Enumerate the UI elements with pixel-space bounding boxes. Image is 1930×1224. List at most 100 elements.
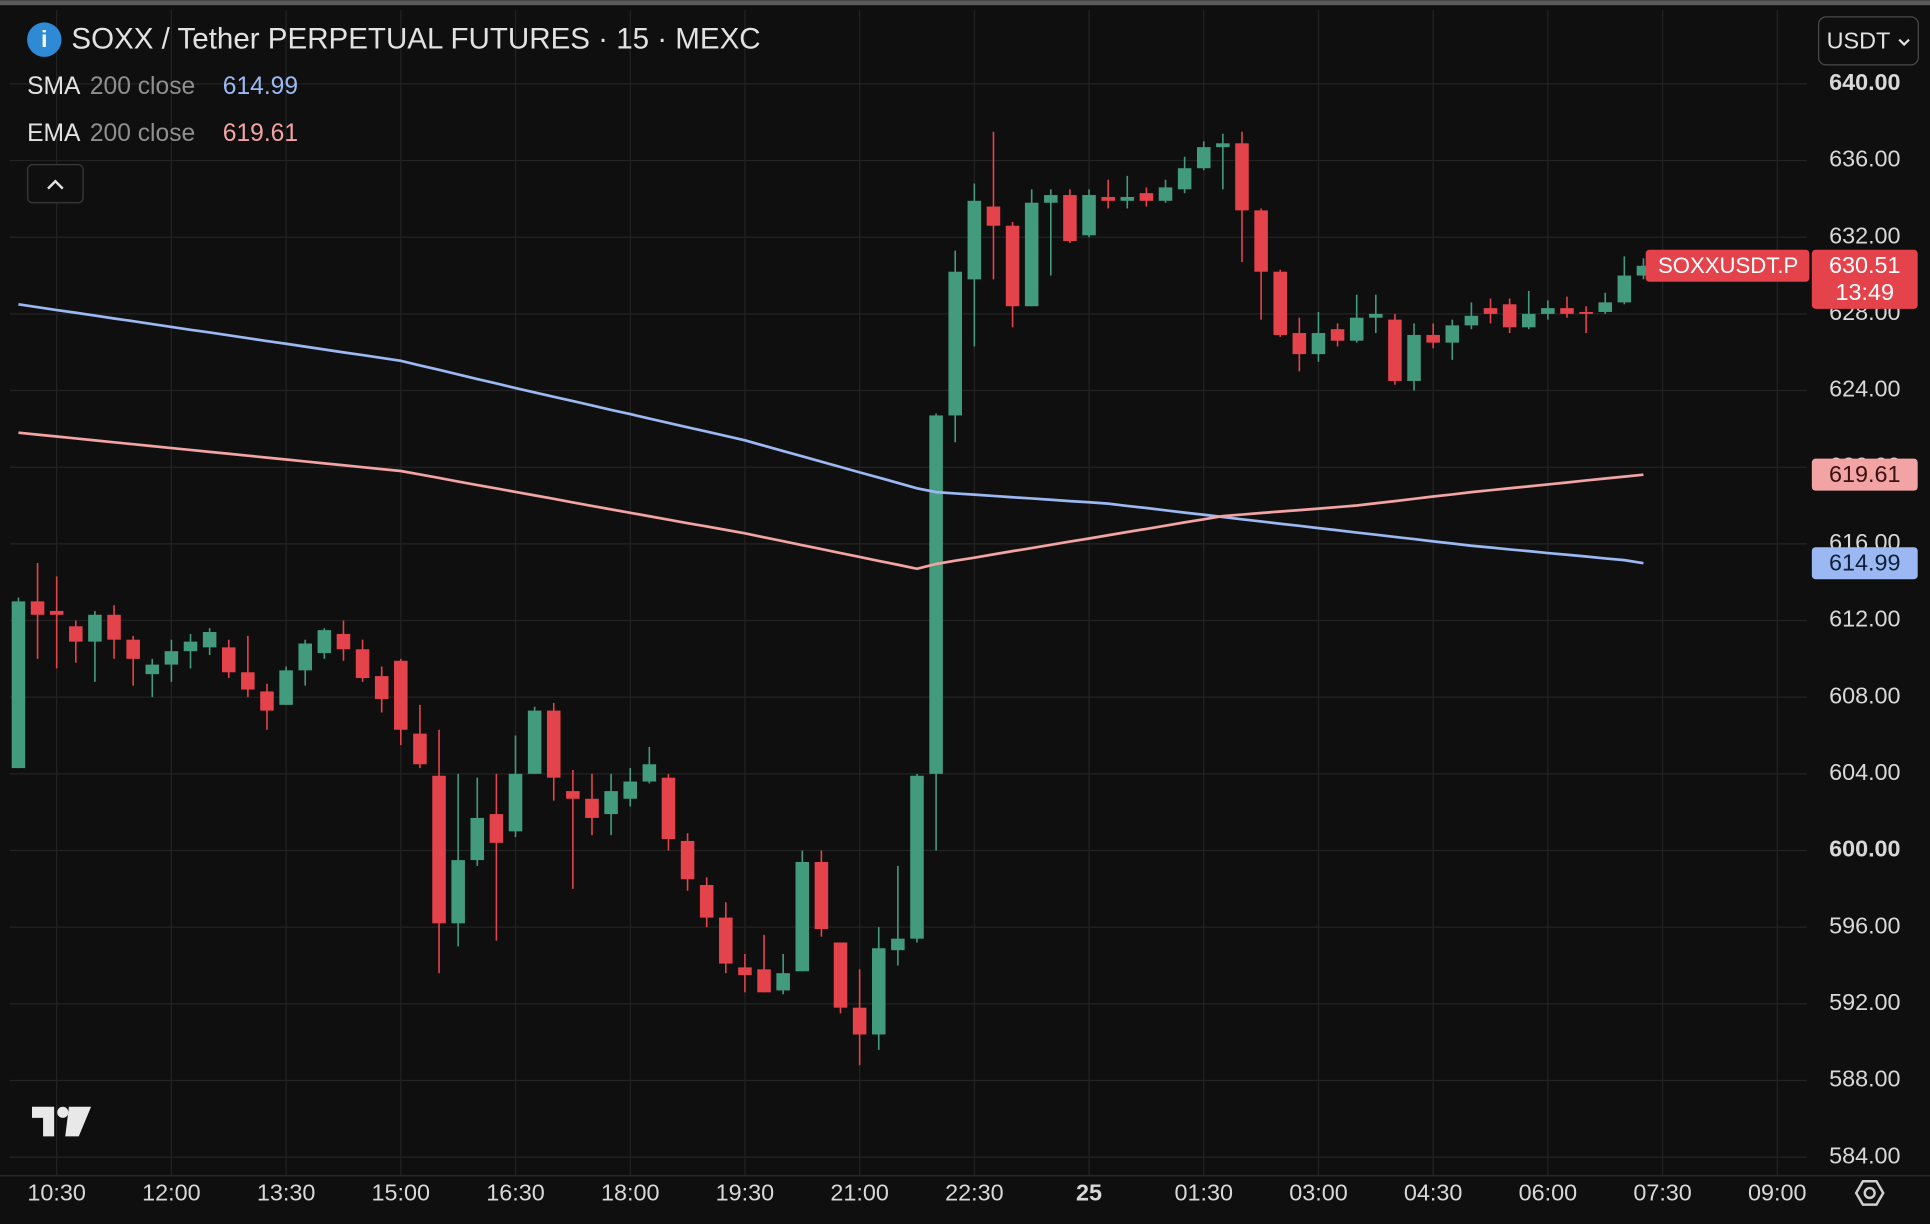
candle-body — [489, 814, 504, 843]
candle-body — [1044, 195, 1058, 203]
legend-settings: 200 close — [90, 120, 195, 147]
candle-body — [680, 840, 695, 880]
top-border — [0, 0, 1930, 6]
candle-body — [871, 948, 886, 1035]
candle-body — [1636, 265, 1651, 276]
candle-body — [432, 775, 446, 924]
candle-body — [183, 641, 198, 652]
candle-body — [642, 764, 657, 782]
candle-body — [699, 885, 714, 918]
candle-body — [1139, 193, 1154, 201]
candle-body — [1388, 319, 1402, 381]
indicator-line — [18, 302, 1644, 565]
candle-body — [738, 967, 752, 976]
candle-body — [1101, 196, 1115, 201]
candle-body — [1177, 168, 1192, 190]
logo-part — [65, 1106, 92, 1137]
x-tick-label: 03:00 — [1289, 1179, 1348, 1205]
indicator-badge-label: 614.99 — [1829, 550, 1901, 576]
candle-body — [88, 614, 102, 642]
indicator-badge — [1811, 547, 1918, 580]
x-tick-label: 01:30 — [1174, 1179, 1233, 1205]
y-tick-label: 624.00 — [1829, 376, 1901, 402]
candle-body — [355, 649, 370, 679]
candle-body — [1349, 317, 1364, 341]
chart-title: SOXX / Tether PERPETUAL FUTURES · 15 · M… — [71, 23, 760, 56]
y-tick-label: 608.00 — [1829, 682, 1901, 708]
candle-body — [279, 670, 293, 705]
candle-body — [336, 633, 351, 650]
x-tick-label: 07:30 — [1633, 1179, 1692, 1205]
logo-part — [32, 1106, 55, 1137]
candle-body — [852, 1007, 867, 1035]
x-tick-label: 25 — [1076, 1179, 1102, 1205]
candle-body — [546, 710, 561, 778]
y-tick-label: 596.00 — [1829, 912, 1901, 938]
candle-body — [1560, 308, 1574, 314]
indicator-badge — [1811, 458, 1918, 491]
candle-body — [69, 626, 83, 642]
candle-body — [833, 942, 848, 1008]
x-tick-label: 15:00 — [372, 1179, 431, 1205]
currency-button[interactable] — [1817, 16, 1919, 66]
info-icon-glyph: i — [41, 26, 48, 52]
axes: 584.00 588.00 592.00 596.00 600.00 604.00 608.… — [0, 69, 1930, 1205]
y-tick-label: 636.00 — [1829, 146, 1901, 172]
candle-body — [1579, 311, 1593, 314]
y-tick-label: 588.00 — [1829, 1066, 1901, 1092]
logo-part — [57, 1106, 69, 1118]
x-tick-label: 16:30 — [486, 1179, 545, 1205]
candle-body — [202, 632, 217, 648]
candle-body — [1541, 308, 1555, 314]
candle-body — [814, 862, 829, 930]
y-tick-label: 612.00 — [1829, 606, 1901, 632]
x-tick-label: 22:30 — [945, 1179, 1004, 1205]
candle-body — [527, 710, 542, 774]
candle-body — [241, 672, 255, 690]
symbol-badge-label: SOXXUSDT.P — [1658, 253, 1798, 278]
currency-chevron — [1898, 38, 1910, 47]
candle-body — [604, 791, 618, 815]
currency-label: USDT — [1827, 27, 1891, 53]
info-icon[interactable] — [27, 22, 62, 57]
candle-body — [1005, 225, 1020, 307]
price-badge — [1811, 249, 1918, 309]
x-tick-label: 19:30 — [716, 1179, 775, 1205]
candle-body — [1216, 143, 1230, 148]
legend-value: 619.61 — [223, 120, 298, 147]
candle-body — [1521, 313, 1536, 328]
candle-body — [948, 271, 962, 416]
candle-body — [1502, 304, 1517, 328]
candle-body — [451, 860, 465, 924]
candle-body — [1158, 187, 1173, 201]
candle-body — [1598, 302, 1612, 312]
candle-body — [470, 817, 485, 861]
candle-body — [11, 601, 26, 769]
candle-body — [891, 938, 905, 951]
collapse-button[interactable] — [27, 163, 84, 204]
candle-body — [1082, 195, 1096, 236]
candle-body — [719, 917, 733, 964]
legend-name: SMA — [27, 73, 81, 100]
candle-body — [30, 601, 45, 615]
price-badge-label: 630.51 — [1829, 252, 1901, 278]
candle-body — [145, 664, 160, 675]
x-tick-label: 09:00 — [1748, 1179, 1807, 1205]
x-tick-label: 21:00 — [830, 1179, 889, 1205]
settings-icon[interactable] — [1854, 1180, 1885, 1206]
candle-body — [1330, 329, 1345, 341]
candle-body — [260, 691, 274, 711]
collapse-chevron — [47, 179, 64, 190]
candle-body — [1483, 308, 1498, 314]
symbol-badge — [1645, 249, 1810, 282]
legend-value: 614.99 — [223, 73, 298, 100]
legend-settings: 200 close — [90, 73, 195, 100]
candle-body — [317, 630, 332, 654]
candle-body — [1063, 195, 1077, 242]
candle-body — [1254, 210, 1268, 272]
x-tick-label: 10:30 — [27, 1179, 85, 1205]
candle-body — [1120, 196, 1135, 201]
